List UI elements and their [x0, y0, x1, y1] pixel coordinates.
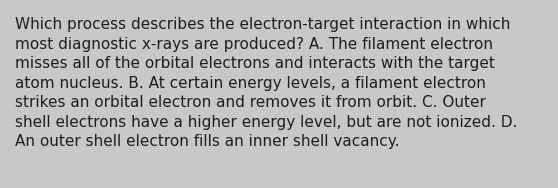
Text: Which process describes the electron-target interaction in which: Which process describes the electron-tar…	[15, 17, 511, 32]
Text: misses all of the orbital electrons and interacts with the target: misses all of the orbital electrons and …	[15, 56, 495, 71]
Text: strikes an orbital electron and removes it from orbit. C. Outer: strikes an orbital electron and removes …	[15, 95, 486, 110]
Text: most diagnostic x-rays are produced? A. The filament electron: most diagnostic x-rays are produced? A. …	[15, 36, 493, 52]
Text: atom nucleus. B. At certain energy levels, a filament electron: atom nucleus. B. At certain energy level…	[15, 76, 486, 90]
Text: An outer shell electron fills an inner shell vacancy.: An outer shell electron fills an inner s…	[15, 134, 400, 149]
Text: shell electrons have a higher energy level, but are not ionized. D.: shell electrons have a higher energy lev…	[15, 114, 517, 130]
